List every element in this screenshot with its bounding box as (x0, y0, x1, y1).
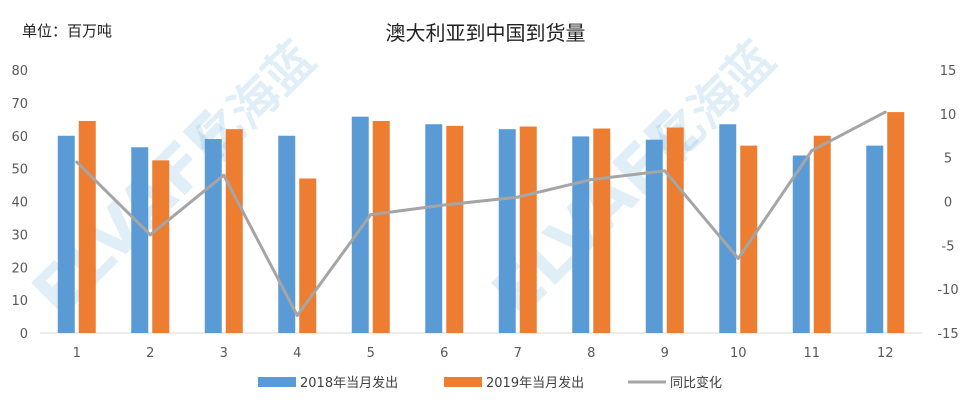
y-right-tick-label: 10 (940, 108, 957, 123)
x-tick-label: 10 (730, 346, 747, 361)
bar-2019 (225, 129, 243, 333)
yoy-change-point (75, 160, 79, 164)
yoy-change-point (736, 256, 740, 260)
yoy-change-point (810, 149, 814, 153)
bar-2019 (666, 127, 684, 333)
legend-label: 2018年当月发出 (300, 375, 398, 391)
x-tick-label: 9 (661, 346, 669, 361)
y-right-tick-label: 5 (944, 152, 952, 167)
x-tick-label: 2 (146, 346, 154, 361)
x-tick-label: 1 (73, 346, 81, 361)
bar-2018 (572, 136, 590, 333)
yoy-change-point (516, 195, 520, 199)
x-tick-label: 6 (440, 346, 448, 361)
bar-2018 (425, 124, 443, 334)
bar-2018 (645, 139, 663, 333)
yoy-change-point (883, 110, 887, 114)
bar-2019 (372, 120, 390, 333)
bar-2019 (887, 112, 905, 333)
legend: 2018年当月发出 2019年当月发出 同比变化 (258, 375, 722, 391)
y-left-tick-label: 20 (11, 261, 28, 276)
yoy-change-point (442, 203, 446, 207)
x-tick-label: 4 (293, 346, 301, 361)
y-left-tick-label: 70 (11, 97, 28, 112)
bar-2019 (446, 125, 464, 333)
bar-2018 (866, 145, 884, 333)
y-left-tick-label: 50 (11, 163, 28, 178)
yoy-change-point (295, 313, 299, 317)
chart-title: 澳大利亚到中国到货量 (385, 21, 586, 45)
x-tick-label: 3 (220, 346, 228, 361)
bar-2018 (351, 116, 369, 334)
x-tick-label: 8 (587, 346, 595, 361)
bar-2018 (57, 135, 75, 333)
yoy-change-point (369, 213, 373, 217)
yoy-change-line (75, 110, 886, 317)
legend-label: 2019年当月发出 (486, 375, 584, 391)
bars (57, 112, 905, 334)
yoy-change-point (663, 169, 667, 173)
legend-swatch (258, 377, 296, 387)
bar-2019 (740, 145, 758, 333)
bar-2018 (204, 139, 222, 333)
x-tick-label: 12 (877, 346, 894, 361)
y-left-tick-label: 80 (11, 64, 28, 79)
y-right-tick-label: -15 (937, 327, 958, 342)
y-left-tick-label: 40 (11, 196, 28, 211)
bar-2018 (278, 135, 296, 333)
bar-2018 (498, 129, 516, 333)
y-right-tick-label: -5 (942, 239, 955, 254)
bar-2018 (131, 147, 149, 333)
bar-2019 (519, 126, 537, 333)
legend-label: 同比变化 (670, 375, 722, 391)
unit-label: 单位：百万吨 (22, 22, 113, 40)
bar-2019 (593, 128, 611, 333)
bar-2018 (792, 155, 810, 333)
y-left-tick-label: 10 (11, 294, 28, 309)
yoy-change-point (589, 178, 593, 182)
x-tick-label: 11 (803, 346, 820, 361)
yoy-change-point (148, 233, 152, 237)
y-left-tick-label: 0 (20, 327, 28, 342)
y-left-tick-label: 30 (11, 228, 28, 243)
yoy-change-point (222, 173, 226, 177)
x-tick-label: 7 (514, 346, 522, 361)
bar-2019 (78, 120, 96, 333)
bar-2019 (813, 135, 831, 333)
bar-2019 (152, 160, 170, 333)
x-tick-label: 5 (367, 346, 375, 361)
y-right-tick-label: 15 (940, 64, 957, 79)
y-right-tick-label: -10 (937, 283, 958, 298)
y-right-tick-label: 0 (944, 196, 952, 211)
y-left-tick-label: 60 (11, 130, 28, 145)
bar-2018 (719, 124, 737, 334)
legend-swatch (444, 377, 482, 387)
line-series (75, 110, 887, 317)
